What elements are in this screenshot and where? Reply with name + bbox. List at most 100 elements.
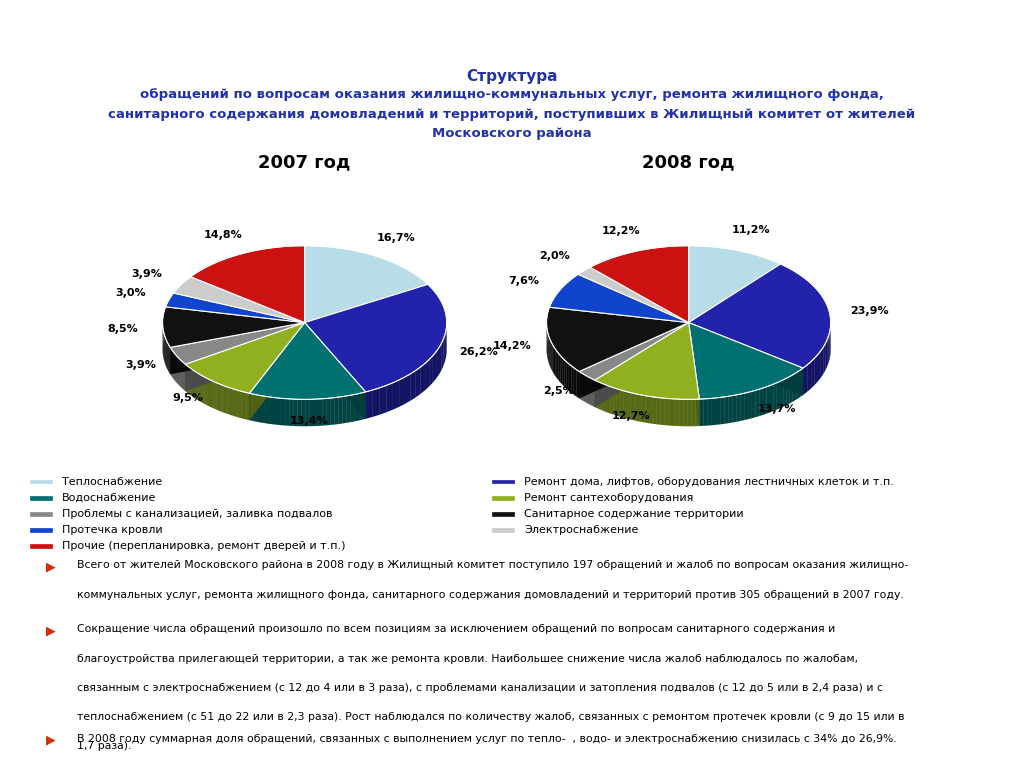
- Polygon shape: [631, 392, 634, 420]
- Ellipse shape: [547, 273, 830, 426]
- Text: теплоснабжением (с 51 до 22 или в 2,3 раза). Рост наблюдался по количеству жалоб: теплоснабжением (с 51 до 22 или в 2,3 ра…: [77, 712, 904, 722]
- Text: 3,0%: 3,0%: [116, 289, 146, 299]
- Polygon shape: [273, 397, 276, 425]
- Polygon shape: [684, 399, 688, 426]
- Text: ▶: ▶: [46, 733, 55, 746]
- Polygon shape: [783, 379, 786, 407]
- Polygon shape: [406, 374, 411, 404]
- Polygon shape: [749, 392, 752, 419]
- Polygon shape: [695, 399, 699, 426]
- Polygon shape: [645, 396, 649, 423]
- Polygon shape: [293, 399, 297, 426]
- Polygon shape: [194, 371, 196, 399]
- Polygon shape: [595, 323, 699, 399]
- Polygon shape: [553, 345, 554, 374]
- Polygon shape: [331, 398, 335, 425]
- Text: коммунальных услуг, ремонта жилищного фонда, санитарного содержания домовладений: коммунальных услуг, ремонта жилищного фо…: [77, 590, 904, 600]
- Polygon shape: [732, 395, 736, 422]
- Polygon shape: [613, 388, 616, 415]
- Polygon shape: [793, 373, 795, 402]
- Polygon shape: [214, 382, 217, 410]
- Text: 9,5%: 9,5%: [172, 393, 203, 403]
- Polygon shape: [653, 397, 656, 424]
- Polygon shape: [668, 399, 672, 425]
- Polygon shape: [358, 393, 361, 421]
- Text: Санитарное содержание территории: Санитарное содержание территории: [524, 508, 743, 519]
- Polygon shape: [777, 382, 780, 409]
- Text: 2,5%: 2,5%: [543, 386, 573, 396]
- Polygon shape: [350, 395, 354, 422]
- Polygon shape: [569, 364, 571, 392]
- Polygon shape: [672, 399, 676, 426]
- Polygon shape: [773, 382, 777, 411]
- Polygon shape: [204, 376, 206, 405]
- Polygon shape: [231, 389, 233, 416]
- Polygon shape: [421, 363, 425, 394]
- Text: ▶: ▶: [46, 624, 55, 637]
- Text: Теплоснабжение: Теплоснабжение: [62, 476, 163, 487]
- Polygon shape: [250, 323, 366, 399]
- Bar: [31, 479, 52, 484]
- Polygon shape: [289, 399, 293, 426]
- Polygon shape: [699, 399, 703, 426]
- Bar: [31, 496, 52, 500]
- Polygon shape: [416, 367, 421, 397]
- Text: Московского района: Московского района: [432, 127, 592, 141]
- Polygon shape: [170, 323, 305, 374]
- Polygon shape: [190, 368, 193, 396]
- Polygon shape: [827, 336, 828, 366]
- Polygon shape: [708, 399, 712, 425]
- Polygon shape: [200, 374, 202, 402]
- Polygon shape: [689, 264, 830, 368]
- Polygon shape: [798, 370, 801, 399]
- Polygon shape: [233, 389, 237, 417]
- Polygon shape: [601, 383, 604, 411]
- Text: Прочие (перепланировка, ремонт дверей и т.п.): Прочие (перепланировка, ремонт дверей и …: [62, 541, 346, 551]
- Text: обращений по вопросам оказания жилищно-коммунальных услуг, ремонта жилищного фон: обращений по вопросам оказания жилищно-к…: [140, 88, 884, 101]
- Polygon shape: [323, 399, 327, 425]
- Polygon shape: [198, 373, 200, 401]
- Polygon shape: [786, 377, 790, 406]
- Text: 2008 год: 2008 год: [642, 154, 735, 171]
- Polygon shape: [185, 323, 305, 393]
- Polygon shape: [327, 398, 331, 425]
- Polygon shape: [740, 393, 744, 421]
- Polygon shape: [318, 399, 323, 426]
- Polygon shape: [170, 323, 305, 364]
- Text: Ремонт сантехоборудования: Ремонт сантехоборудования: [524, 492, 693, 503]
- Polygon shape: [361, 392, 366, 420]
- Polygon shape: [825, 339, 827, 370]
- Text: Водоснабжение: Водоснабжение: [62, 492, 157, 503]
- Text: В 2008 году суммарная доля обращений, связанных с выполнением услуг по тепло-  ,: В 2008 году суммарная доля обращений, св…: [77, 733, 897, 743]
- Text: 12,7%: 12,7%: [611, 411, 650, 421]
- Polygon shape: [196, 372, 198, 400]
- Polygon shape: [616, 389, 621, 417]
- Polygon shape: [346, 396, 350, 423]
- Polygon shape: [210, 380, 212, 408]
- Text: 11,2%: 11,2%: [732, 225, 771, 235]
- Polygon shape: [433, 352, 436, 382]
- Text: 14,2%: 14,2%: [493, 342, 531, 352]
- Polygon shape: [305, 323, 366, 419]
- Polygon shape: [564, 360, 566, 389]
- Bar: [493, 528, 514, 531]
- Text: 7,6%: 7,6%: [509, 276, 540, 286]
- Polygon shape: [366, 390, 373, 419]
- Polygon shape: [250, 393, 253, 421]
- Bar: [493, 479, 514, 484]
- Polygon shape: [163, 307, 305, 347]
- Polygon shape: [187, 366, 188, 394]
- Polygon shape: [665, 399, 668, 425]
- Polygon shape: [627, 392, 631, 419]
- Polygon shape: [680, 399, 684, 426]
- Text: 3,9%: 3,9%: [131, 269, 162, 279]
- Text: Протечка кровли: Протечка кровли: [62, 525, 163, 535]
- Bar: [31, 512, 52, 516]
- Polygon shape: [724, 396, 728, 424]
- Polygon shape: [691, 399, 695, 426]
- Text: санитарного содержания домовладений и территорий, поступивших в Жилищный комитет: санитарного содержания домовладений и те…: [109, 108, 915, 121]
- Polygon shape: [790, 375, 793, 404]
- Polygon shape: [386, 382, 393, 412]
- Polygon shape: [580, 323, 689, 399]
- Polygon shape: [634, 393, 638, 421]
